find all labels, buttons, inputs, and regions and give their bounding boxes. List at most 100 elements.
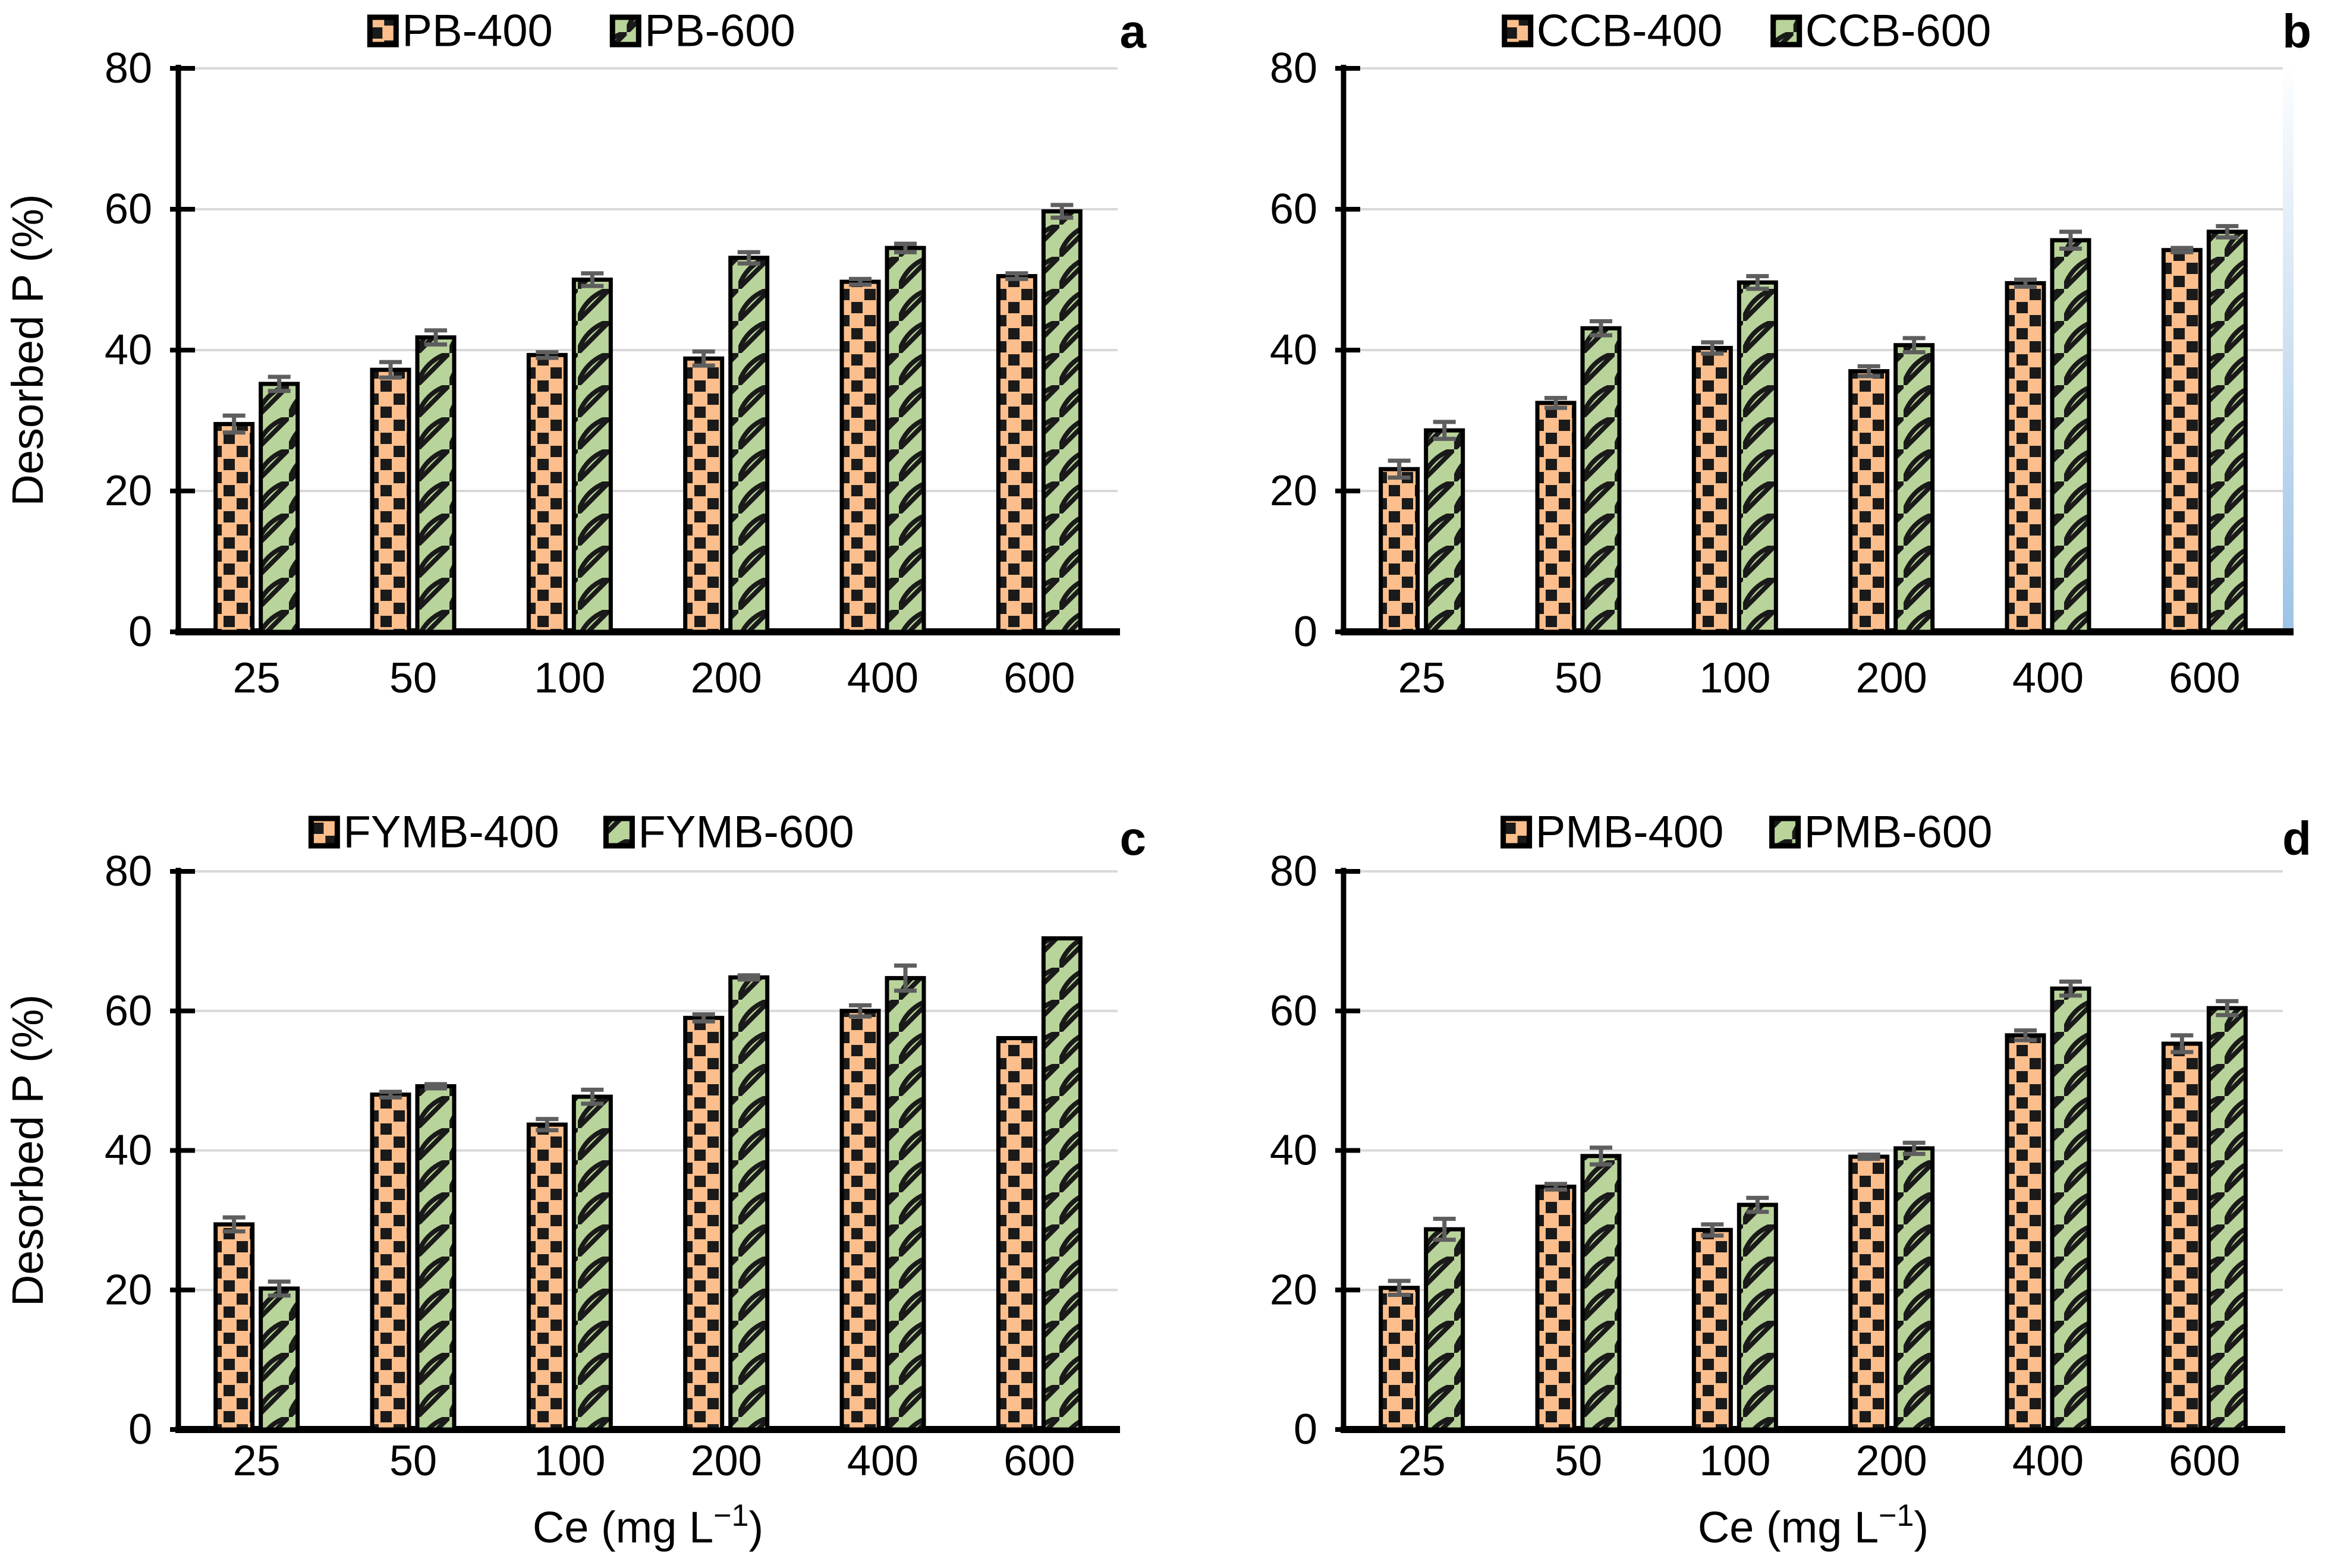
x-category-label: 100: [1699, 1437, 1770, 1485]
error-bar-cap-top-CCB-400-200: [1857, 364, 1880, 369]
error-bar-stem-FYMB-400-200: [701, 1014, 706, 1022]
bar-PMB-400-200: [1848, 1154, 1890, 1432]
y-tick-label: 20: [105, 1266, 152, 1314]
panel-letter-a: a: [1120, 5, 1147, 58]
bar-CCB-400-50: [1535, 401, 1577, 634]
error-bar-cap-bottom-FYMB-600-100: [581, 1101, 604, 1106]
legend-label-CCB-400: CCB-400: [1537, 6, 1723, 56]
error-bar-stem-CCB-400-600: [2179, 248, 2184, 253]
error-bar-stem-PMB-600-25: [1442, 1218, 1447, 1240]
y-tick-label: 40: [105, 326, 152, 374]
error-bar-cap-bottom-FYMB-400-200: [692, 1019, 715, 1024]
bar-PB-400-100: [526, 352, 568, 634]
y-tick-label: 40: [105, 1127, 152, 1175]
error-bar-cap-bottom-PMB-600-100: [1746, 1210, 1769, 1214]
error-bar-cap-bottom-FYMB-600-50: [424, 1086, 447, 1091]
panel-letter-d: d: [2282, 812, 2311, 865]
panel-b: 0 20 40 60 80 25 50 100 200 400 600 CCB-400 CCB-600 b: [1165, 0, 2331, 743]
y-tick-label: 0: [1294, 1406, 1317, 1453]
error-bar-cap-bottom-PMB-600-50: [1590, 1162, 1612, 1167]
error-bar-stem-CCB-400-50: [1553, 398, 1558, 408]
error-bar-cap-bottom-CCB-400-600: [2170, 250, 2194, 254]
error-bar-stem-PB-600-25: [277, 377, 282, 391]
bar-CCB-600-400: [2050, 238, 2091, 634]
error-bar-cap-top-PMB-600-25: [1433, 1217, 1456, 1221]
error-bar-cap-top-PB-600-400: [894, 241, 917, 246]
error-bar-cap-bottom-PMB-600-200: [1902, 1151, 1926, 1156]
error-bar-stem-FYMB-600-100: [590, 1090, 594, 1104]
error-bar-cap-bottom-FYMB-600-200: [737, 977, 760, 982]
error-bar-stem-FYMB-600-400: [903, 965, 908, 991]
error-bar-cap-bottom-PB-400-50: [379, 375, 402, 380]
panel-c: 0 20 40 60 80 25 50 100 200 400 600 FYMB-400 FYMB-60…: [0, 743, 1165, 1565]
error-bar-cap-bottom-CCB-400-400: [2014, 284, 2037, 289]
y-tick-label: 60: [105, 185, 152, 233]
x-category-label: 600: [2169, 654, 2240, 702]
bar-FYMB-400-25: [213, 1222, 255, 1432]
error-bar-cap-top-PMB-400-50: [1544, 1182, 1567, 1186]
error-bar-cap-top-PMB-400-200: [1857, 1153, 1880, 1157]
y-tick-label: 80: [105, 848, 152, 895]
x-category-label: 50: [389, 654, 437, 702]
error-bar-stem-FYMB-600-200: [747, 975, 751, 980]
legend-label-PB-600: PB-600: [644, 6, 795, 56]
bar-CCB-400-25: [1379, 467, 1420, 634]
error-bar-cap-bottom-PB-600-100: [581, 284, 604, 288]
bar-PB-600-400: [885, 245, 926, 634]
error-bar-cap-bottom-FYMB-600-25: [268, 1293, 291, 1298]
error-bar-cap-top-PB-400-50: [379, 360, 402, 364]
legend-label-PMB-600: PMB-600: [1804, 807, 1993, 858]
error-bar-cap-top-CCB-600-25: [1433, 420, 1456, 424]
bar-PMB-400-50: [1535, 1185, 1577, 1432]
bar-CCB-600-25: [1424, 428, 1465, 634]
error-bar-stem-CCB-400-25: [1397, 461, 1402, 478]
panel-d: 0 20 40 60 80 25 50 100 200 400 600 PMB-400 PMB-600 d…: [1165, 743, 2331, 1565]
bar-CCB-400-400: [2005, 281, 2046, 634]
y-tick-label: 60: [105, 987, 152, 1035]
bar-PB-600-25: [259, 382, 300, 634]
panel-letter-b: b: [2282, 5, 2311, 58]
bar-PMB-400-600: [2161, 1041, 2203, 1432]
x-axis-title: Ce (mg L−1): [533, 1498, 763, 1552]
y-tick-label: 80: [1270, 45, 1317, 92]
error-bar-cap-bottom-PB-400-600: [1005, 276, 1028, 281]
error-bar-cap-top-PMB-400-600: [2170, 1033, 2194, 1038]
error-bar-stem-PB-400-100: [545, 352, 549, 358]
y-axis-title: Desorbed P (%): [3, 194, 52, 506]
error-bar-cap-bottom-CCB-600-400: [2059, 246, 2082, 251]
bar-PB-600-50: [415, 335, 457, 634]
error-bar-cap-bottom-PMB-400-100: [1701, 1233, 1724, 1238]
legend-label-PMB-400: PMB-400: [1536, 807, 1724, 858]
x-category-label: 400: [2012, 654, 2084, 702]
y-tick-label: 80: [1270, 848, 1317, 895]
legend-marker-PMB-400: [1500, 816, 1533, 849]
error-bar-cap-top-CCB-400-600: [2170, 245, 2194, 250]
error-bar-cap-bottom-PMB-600-600: [2216, 1013, 2239, 1018]
legend: CCB-400 CCB-600: [1502, 6, 1991, 56]
error-bar-cap-top-FYMB-600-200: [737, 973, 760, 978]
bar-PMB-600-200: [1893, 1146, 1935, 1432]
bar-PMB-600-50: [1580, 1154, 1622, 1432]
bar-FYMB-400-50: [370, 1092, 411, 1432]
error-bar-stem-PMB-600-100: [1755, 1198, 1760, 1212]
error-bar-stem-FYMB-600-25: [277, 1282, 282, 1296]
error-bar-cap-bottom-CCB-400-50: [1544, 405, 1567, 410]
x-category-label: 50: [1555, 1437, 1602, 1485]
error-bar-cap-top-PB-400-600: [1005, 271, 1028, 276]
error-bar-stem-CCB-400-200: [1867, 366, 1871, 376]
x-category-label: 200: [1856, 654, 1927, 702]
bar-PB-400-50: [370, 367, 411, 634]
bar-PB-400-600: [996, 274, 1037, 634]
error-bar-cap-bottom-PB-400-100: [536, 355, 559, 360]
bar-FYMB-400-600: [996, 1036, 1037, 1432]
error-bar-stem-FYMB-400-50: [388, 1091, 393, 1098]
error-bar-cap-bottom-PB-400-400: [849, 282, 872, 287]
error-bar-cap-bottom-PMB-600-400: [2059, 993, 2082, 998]
y-tick-label: 60: [1270, 185, 1317, 233]
bar-FYMB-400-400: [839, 1009, 881, 1432]
error-bar-cap-bottom-FYMB-400-25: [222, 1229, 246, 1234]
error-bar-cap-bottom-PB-600-200: [737, 261, 760, 266]
error-bar-cap-top-PB-600-25: [268, 374, 291, 379]
error-bar-cap-top-PB-400-100: [536, 350, 559, 355]
error-bar-stem-PMB-400-200: [1867, 1154, 1871, 1159]
